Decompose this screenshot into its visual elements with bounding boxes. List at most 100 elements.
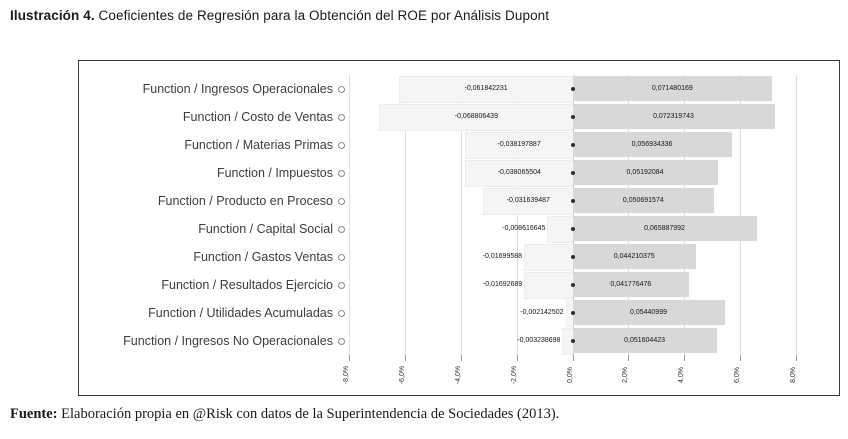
positive-value-label: 0,041776476: [610, 281, 652, 288]
negative-value-label: -0,002142502: [520, 309, 564, 316]
positive-bar: [572, 76, 773, 101]
negative-bar: [483, 188, 573, 215]
chart-row: Function / Resultados Ejercicio -0,016926…: [79, 271, 839, 299]
positive-bar: [572, 132, 732, 157]
category-cell: Function / Ingresos No Operacionales: [79, 334, 345, 348]
zero-marker-icon: [570, 143, 575, 147]
negative-value-label: -0,068806439: [454, 113, 498, 120]
negative-value-label: -0,038197887: [497, 141, 541, 148]
negative-bar: [562, 328, 573, 355]
positive-value-label: 0,056934336: [631, 141, 673, 148]
negative-value-label: -0,031639487: [506, 197, 550, 204]
chart-rows: Function / Ingresos Operacionales -0,0618…: [79, 75, 839, 355]
category-cell: Function / Costo de Ventas: [79, 110, 345, 124]
category-cell: Function / Resultados Ejercicio: [79, 278, 345, 292]
zero-marker-icon: [570, 339, 575, 343]
zero-marker-icon: [570, 283, 575, 287]
chart-row: Function / Ingresos No Operacionales -0,0…: [79, 327, 839, 355]
figure-caption: Ilustración 4. Coeficientes de Regresión…: [10, 8, 549, 23]
category-label: Function / Costo de Ventas: [182, 110, 333, 124]
zero-marker-icon: [570, 255, 575, 259]
negative-value-label: -0,01692689: [482, 281, 523, 288]
positive-bar: [572, 188, 715, 213]
x-axis: -8,0% -6,0% -4,0% -2,0% 0,0% 2,0% 4,0% 6,0% 8,0%: [343, 357, 797, 395]
x-tick-label: -8,0%: [343, 365, 350, 385]
category-marker-icon: [338, 225, 345, 233]
source-note-label: Fuente:: [10, 406, 58, 422]
bar-plot-area: -0,068806439 0,072319743: [349, 103, 796, 131]
bar-plot-area: -0,008616645 0,065887992: [349, 215, 796, 243]
negative-bar: [379, 104, 573, 131]
bar-plot-area: -0,038197887 0,056934336: [349, 131, 796, 159]
bar-plot-area: -0,031639487 0,050691574: [349, 187, 796, 215]
x-tick-label: 6,0%: [734, 367, 742, 383]
category-label: Function / Materias Primas: [184, 138, 333, 152]
category-cell: Function / Producto en Proceso: [79, 194, 345, 208]
positive-value-label: 0,044210375: [613, 253, 655, 260]
negative-value-label: -0,008616645: [502, 225, 546, 232]
category-label: Function / Ingresos No Operacionales: [123, 334, 333, 348]
chart-row: Function / Utilidades Acumuladas -0,00214…: [79, 299, 839, 327]
chart-row: Function / Impuestos -0,038065504 0,051920…: [79, 159, 839, 187]
bar-plot-area: -0,01699588 0,044210375: [349, 243, 796, 271]
category-label: Function / Impuestos: [216, 166, 333, 180]
bar-plot-area: -0,003238698 0,051604423: [349, 327, 796, 355]
category-label: Function / Capital Social: [198, 222, 333, 236]
zero-marker-icon: [570, 115, 575, 119]
positive-value-label: 0,051604423: [624, 337, 666, 344]
category-cell: Function / Capital Social: [79, 222, 345, 236]
category-label: Function / Producto en Proceso: [157, 194, 333, 208]
category-marker-icon: [338, 197, 345, 205]
source-note-text: Elaboración propia en @Risk con datos de…: [57, 406, 560, 422]
negative-bar: [524, 244, 573, 271]
x-tick-label: 2,0%: [622, 367, 630, 383]
positive-value-label: 0,05440999: [630, 309, 667, 316]
x-tick-label: 0,0%: [566, 367, 574, 383]
category-cell: Function / Materias Primas: [79, 138, 345, 152]
chart-row: Function / Costo de Ventas -0,068806439 0,…: [79, 103, 839, 131]
category-marker-icon: [338, 169, 345, 177]
category-marker-icon: [338, 281, 345, 289]
tornado-chart: Function / Ingresos Operacionales -0,0618…: [78, 60, 840, 396]
negative-bar: [565, 300, 573, 327]
category-marker-icon: [338, 309, 345, 317]
category-marker-icon: [338, 141, 345, 149]
zero-marker-icon: [570, 311, 575, 315]
category-label: Function / Ingresos Operacionales: [142, 82, 333, 96]
negative-bar: [547, 216, 573, 243]
negative-bar: [465, 160, 573, 187]
positive-bar: [572, 160, 718, 185]
chart-row: Function / Producto en Proceso -0,0316394…: [79, 187, 839, 215]
source-note: Fuente: Elaboración propia en @Risk con …: [10, 406, 559, 423]
positive-value-label: 0,050691574: [622, 197, 664, 204]
positive-value-label: 0,065887992: [644, 225, 685, 232]
positive-bar: [572, 104, 775, 129]
category-cell: Function / Utilidades Acumuladas: [79, 306, 345, 320]
positive-value-label: 0,05192084: [626, 169, 664, 176]
category-cell: Function / Impuestos: [79, 166, 345, 180]
positive-bar: [572, 300, 725, 325]
chart-row: Function / Gastos Ventas -0,01699588 0,044…: [79, 243, 839, 271]
positive-bar: [572, 244, 696, 269]
category-cell: Function / Gastos Ventas: [79, 250, 345, 264]
negative-bar: [524, 272, 573, 299]
chart-row: Function / Capital Social -0,008616645 0,0…: [79, 215, 839, 243]
positive-bar: [572, 328, 717, 353]
category-marker-icon: [338, 85, 345, 93]
x-tick-label: 4,0%: [678, 367, 686, 383]
x-tick-label: -4,0%: [454, 365, 462, 385]
zero-marker-icon: [570, 227, 575, 231]
bar-plot-area: -0,01692689 0,041776476: [349, 271, 796, 299]
negative-bar: [398, 76, 573, 103]
positive-value-label: 0,072319743: [653, 113, 694, 120]
category-label: Function / Utilidades Acumuladas: [148, 306, 333, 320]
figure-caption-number: Ilustración 4.: [10, 8, 95, 23]
category-label: Function / Resultados Ejercicio: [161, 278, 333, 292]
bar-plot-area: -0,002142502 0,05440999: [349, 299, 796, 327]
negative-value-label: -0,003238698: [517, 337, 561, 344]
x-tick-label: -2,0%: [510, 365, 518, 385]
positive-value-label: 0,071480169: [651, 85, 693, 92]
positive-bar: [572, 272, 690, 297]
chart-row: Function / Ingresos Operacionales -0,0618…: [79, 75, 839, 103]
bar-plot-area: -0,038065504 0,05192084: [349, 159, 796, 187]
